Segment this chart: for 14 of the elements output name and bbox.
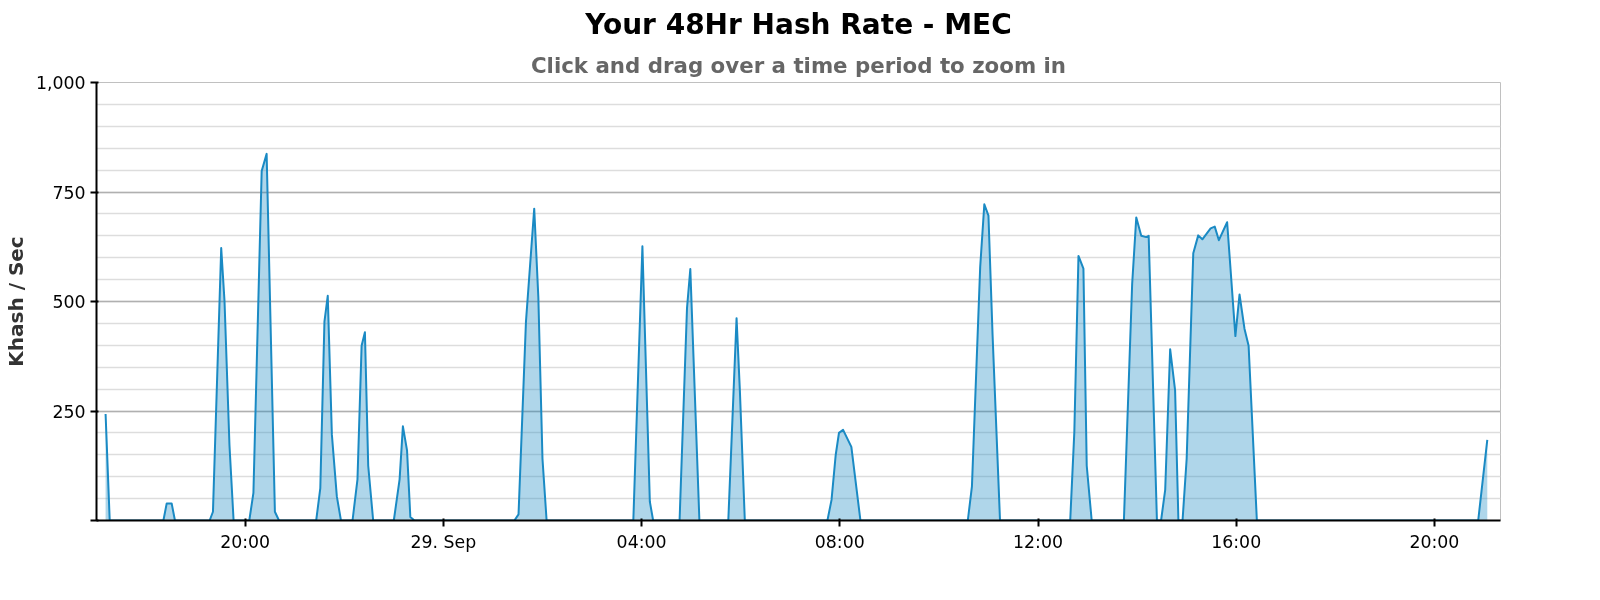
y-tick-label: 750 [52, 182, 86, 203]
y-tick-label: 250 [52, 401, 86, 422]
x-tick-label: 04:00 [616, 531, 667, 552]
y-axis-title: Khash / Sec [3, 236, 28, 367]
x-tick-label: 08:00 [814, 531, 865, 552]
y-tick-label: 500 [52, 292, 86, 312]
x-tick-label: 29. Sep [410, 531, 477, 552]
x-tick-label: 20:00 [220, 531, 271, 552]
chart-title: Your 48Hr Hash Rate - MEC [584, 7, 1012, 41]
x-tick-label: 12:00 [1013, 531, 1063, 552]
y-tick-label: 1,000 [35, 73, 86, 93]
x-tick-label: 20:00 [1409, 531, 1460, 552]
x-tick-label: 16:00 [1211, 531, 1262, 552]
chart-subtitle: Click and drag over a time period to zoom in [530, 52, 1067, 78]
